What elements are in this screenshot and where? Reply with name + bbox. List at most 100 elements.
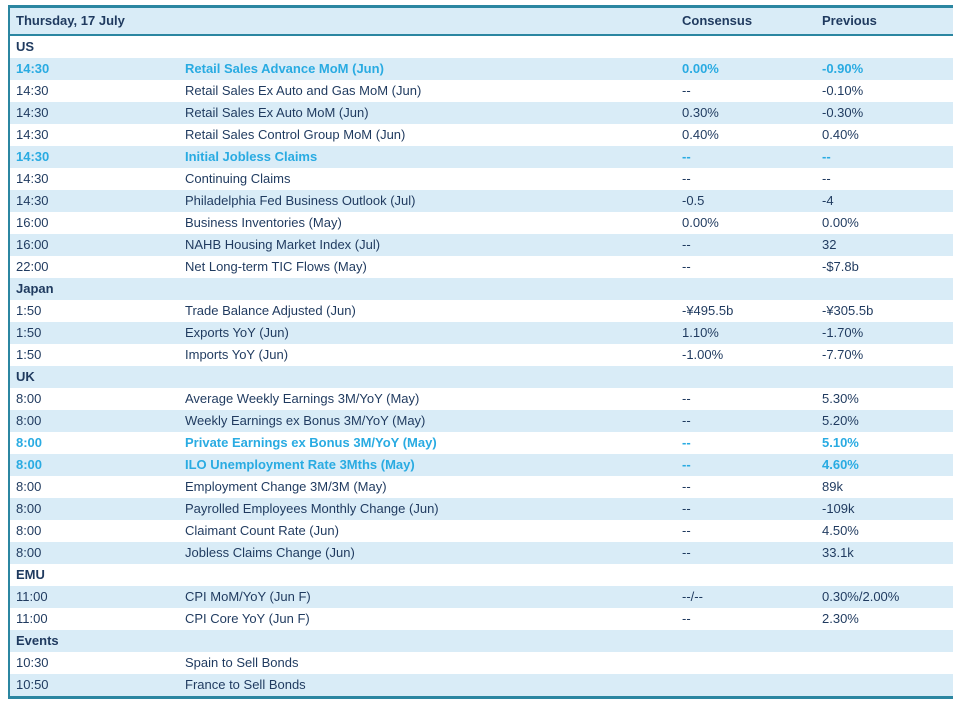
section-header-row: Events	[10, 630, 953, 652]
event-consensus: --	[682, 83, 691, 98]
event-time: 8:00	[16, 545, 42, 560]
table-body: US 14:30 Retail Sales Advance MoM (Jun) …	[10, 36, 953, 696]
event-consensus: --	[682, 413, 691, 428]
event-row: 1:50 Trade Balance Adjusted (Jun) -¥495.…	[10, 300, 953, 322]
event-previous: -1.70%	[822, 325, 864, 340]
event-consensus: --	[682, 149, 691, 164]
event-name: ILO Unemployment Rate 3Mths (May)	[185, 457, 415, 472]
event-consensus: --	[682, 501, 691, 516]
event-row: 11:00 CPI MoM/YoY (Jun F) --/-- 0.30%/2.…	[10, 586, 953, 608]
event-name: Retail Sales Advance MoM (Jun)	[185, 61, 384, 76]
event-time: 14:30	[16, 149, 50, 164]
event-consensus: --/--	[682, 589, 703, 604]
event-name: Net Long-term TIC Flows (May)	[185, 259, 367, 274]
event-name: Weekly Earnings ex Bonus 3M/YoY (May)	[185, 413, 426, 428]
event-row: 14:30 Continuing Claims -- --	[10, 168, 953, 190]
event-time: 14:30	[16, 61, 50, 76]
event-previous: -7.70%	[822, 347, 864, 362]
event-name: Claimant Count Rate (Jun)	[185, 523, 339, 538]
event-previous: -0.30%	[822, 105, 864, 120]
event-row: 22:00 Net Long-term TIC Flows (May) -- -…	[10, 256, 953, 278]
event-name: Retail Sales Control Group MoM (Jun)	[185, 127, 406, 142]
event-row: 8:00 Employment Change 3M/3M (May) -- 89…	[10, 476, 953, 498]
event-time: 14:30	[16, 171, 49, 186]
event-row: 1:50 Exports YoY (Jun) 1.10% -1.70%	[10, 322, 953, 344]
event-row: 14:30 Retail Sales Advance MoM (Jun) 0.0…	[10, 58, 953, 80]
event-previous: 5.30%	[822, 391, 859, 406]
event-previous: 32	[822, 237, 837, 252]
event-name: Average Weekly Earnings 3M/YoY (May)	[185, 391, 420, 406]
event-previous	[822, 652, 953, 674]
section-label: US	[16, 39, 35, 54]
event-consensus: -1.00%	[682, 347, 724, 362]
event-row: 14:30 Philadelphia Fed Business Outlook …	[10, 190, 953, 212]
event-consensus: 0.00%	[682, 61, 719, 76]
column-header-consensus: Consensus	[682, 13, 753, 28]
event-time: 22:00	[16, 259, 49, 274]
economic-calendar-table: Thursday, 17 July Consensus Previous US …	[8, 5, 953, 699]
event-time: 1:50	[16, 325, 42, 340]
event-name: Payrolled Employees Monthly Change (Jun)	[185, 501, 439, 516]
event-time: 8:00	[16, 501, 42, 516]
event-time: 8:00	[16, 413, 42, 428]
event-name: Business Inventories (May)	[185, 215, 342, 230]
event-time: 14:30	[16, 127, 49, 142]
event-previous	[822, 674, 953, 696]
event-consensus: 1.10%	[682, 325, 719, 340]
event-time: 8:00	[16, 479, 42, 494]
event-row: 8:00 Average Weekly Earnings 3M/YoY (May…	[10, 388, 953, 410]
section-header-row: Japan	[10, 278, 953, 300]
event-consensus: --	[682, 171, 691, 186]
event-row: 1:50 Imports YoY (Jun) -1.00% -7.70%	[10, 344, 953, 366]
section-label: EMU	[16, 567, 45, 582]
event-previous: --	[822, 149, 831, 164]
event-row: 10:30 Spain to Sell Bonds	[10, 652, 953, 674]
event-time: 14:30	[16, 193, 49, 208]
event-consensus	[682, 674, 822, 696]
event-previous: 0.40%	[822, 127, 859, 142]
event-previous: -$7.8b	[822, 259, 859, 274]
event-consensus: 0.40%	[682, 127, 719, 142]
column-header-previous: Previous	[822, 13, 877, 28]
section-label: UK	[16, 369, 35, 384]
event-previous: 5.10%	[822, 435, 859, 450]
event-previous: -0.90%	[822, 61, 864, 76]
event-consensus: --	[682, 237, 691, 252]
event-name: Private Earnings ex Bonus 3M/YoY (May)	[185, 435, 437, 450]
event-name: Initial Jobless Claims	[185, 149, 318, 164]
section-header-row: UK	[10, 366, 953, 388]
event-name: France to Sell Bonds	[185, 677, 306, 692]
event-time: 8:00	[16, 435, 43, 450]
event-time: 1:50	[16, 347, 42, 362]
event-name: Exports YoY (Jun)	[185, 325, 289, 340]
section-label: Events	[16, 633, 59, 648]
section-header-row: US	[10, 36, 953, 58]
event-row: 8:00 Jobless Claims Change (Jun) -- 33.1…	[10, 542, 953, 564]
event-time: 11:00	[16, 611, 48, 626]
event-previous: 89k	[822, 479, 843, 494]
event-previous: -109k	[822, 501, 855, 516]
event-row: 14:30 Retail Sales Control Group MoM (Ju…	[10, 124, 953, 146]
event-consensus: 0.00%	[682, 215, 719, 230]
event-time: 8:00	[16, 391, 42, 406]
event-consensus: --	[682, 391, 691, 406]
section-label: Japan	[16, 281, 54, 296]
event-time: 16:00	[16, 215, 49, 230]
event-time: 8:00	[16, 523, 42, 538]
event-consensus	[682, 652, 822, 674]
event-row: 10:50 France to Sell Bonds	[10, 674, 953, 696]
event-consensus: --	[682, 479, 691, 494]
event-name: Retail Sales Ex Auto MoM (Jun)	[185, 105, 369, 120]
event-row: 14:30 Retail Sales Ex Auto MoM (Jun) 0.3…	[10, 102, 953, 124]
event-row: 14:30 Initial Jobless Claims -- --	[10, 146, 953, 168]
event-time: 16:00	[16, 237, 49, 252]
event-previous: 4.60%	[822, 457, 859, 472]
event-name: Employment Change 3M/3M (May)	[185, 479, 387, 494]
event-name: CPI MoM/YoY (Jun F)	[185, 589, 311, 604]
event-row: 14:30 Retail Sales Ex Auto and Gas MoM (…	[10, 80, 953, 102]
event-time: 10:50	[16, 677, 49, 692]
event-name: Spain to Sell Bonds	[185, 655, 299, 670]
event-previous: 4.50%	[822, 523, 859, 538]
event-previous: -¥305.5b	[822, 303, 874, 318]
event-previous: 2.30%	[822, 611, 859, 626]
